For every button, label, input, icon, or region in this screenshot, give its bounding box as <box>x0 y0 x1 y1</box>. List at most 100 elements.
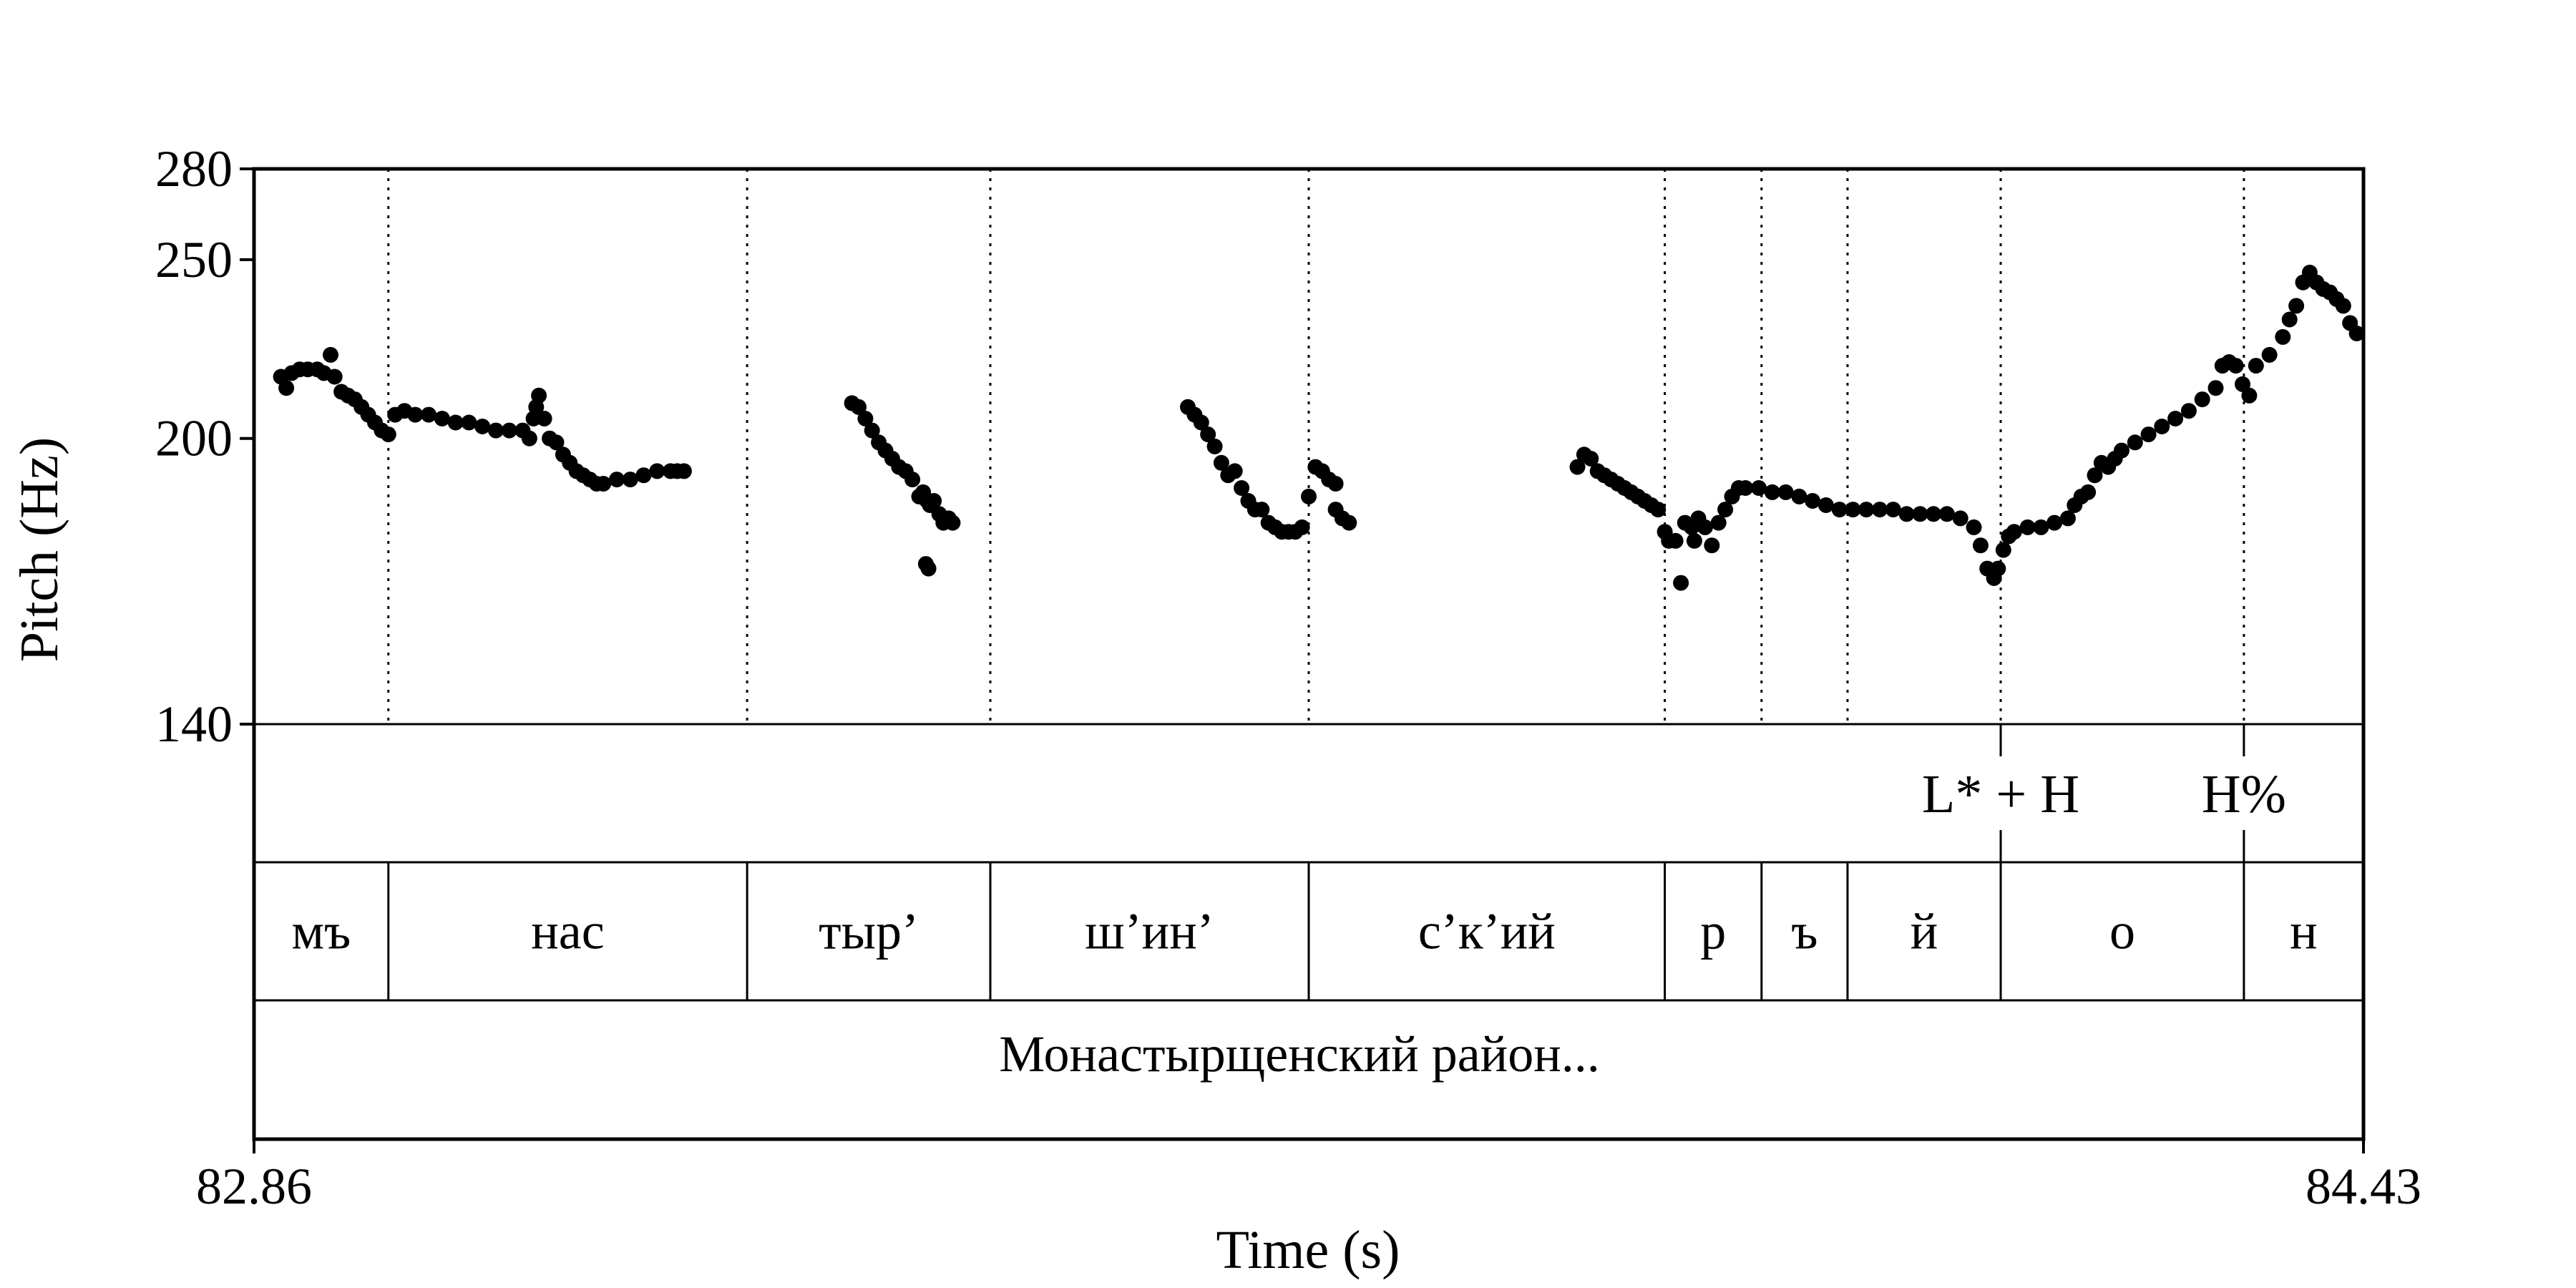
pitch-point <box>2006 524 2022 540</box>
x-tick-label-0: 82.86 <box>196 1158 312 1215</box>
pitch-point <box>531 387 547 404</box>
pitch-point <box>2235 376 2250 392</box>
pitch-point <box>1845 502 1861 518</box>
pitch-point <box>421 406 437 423</box>
plot-frame <box>252 167 2366 1141</box>
y-tick-label-250: 250 <box>155 231 233 288</box>
pitch-point <box>1952 510 1968 527</box>
pitch-point <box>1737 480 1754 496</box>
pitch-point <box>278 380 295 396</box>
pitch-point <box>2275 328 2291 345</box>
pitch-point <box>2033 519 2049 535</box>
y-tick-label-280: 280 <box>155 140 233 197</box>
pitch-point <box>1294 519 1310 535</box>
segment-label-7: й <box>1911 903 1938 960</box>
pitch-point <box>595 476 612 492</box>
segment-label-8: о <box>2109 903 2135 960</box>
segment-label-3: ш’ин’ <box>1085 903 1214 960</box>
pitch-point <box>1912 506 1928 522</box>
pitch-point <box>380 426 396 443</box>
segment-label-0: мъ <box>291 903 351 960</box>
pitch-point <box>1926 506 1942 522</box>
pitch-point <box>1764 484 1780 500</box>
pitch-point <box>2114 442 2129 459</box>
pitch-point <box>474 419 491 434</box>
pitch-point <box>945 514 961 531</box>
pitch-point <box>1213 454 1229 471</box>
pitch-point <box>864 422 880 439</box>
pitch-point <box>2248 358 2264 374</box>
segment-label-6: ъ <box>1791 903 1818 960</box>
boundary-lines <box>387 169 2245 1000</box>
pitch-point <box>1254 502 1270 518</box>
pitch-point <box>2241 387 2258 404</box>
pitch-point <box>2140 426 2157 443</box>
pitch-point <box>2348 326 2365 341</box>
y-tick-label-200: 200 <box>155 410 233 467</box>
pitch-point <box>1818 497 1834 513</box>
pitch-point <box>2207 380 2224 396</box>
x-tick-label-1: 84.43 <box>2306 1158 2421 1215</box>
pitch-point <box>1200 426 1216 443</box>
segment-label-2: тыр’ <box>819 903 919 960</box>
pitch-point <box>2194 391 2210 408</box>
pitch-point <box>1885 502 1901 518</box>
pitch-point <box>2046 514 2063 531</box>
pitch-point <box>1226 463 1243 479</box>
pitch-point <box>1872 502 1888 518</box>
pitch-point <box>2288 298 2305 314</box>
pitch-point <box>920 560 937 577</box>
pitch-point <box>1858 502 1875 518</box>
figure-frame <box>240 167 2366 1153</box>
pitch-point <box>461 414 477 431</box>
pitch-point <box>501 422 517 439</box>
pitch-point <box>1234 480 1250 496</box>
pitch-point <box>447 414 464 431</box>
pitch-point <box>1995 542 2011 558</box>
pitch-point <box>323 346 338 363</box>
pitch-point <box>1327 476 1344 492</box>
y-tick-label-140: 140 <box>155 696 233 753</box>
pitch-point <box>2154 419 2170 434</box>
pitch-point <box>635 467 652 484</box>
pitch-point <box>1341 514 1357 531</box>
pitch-point <box>2087 467 2103 484</box>
pitch-point <box>1990 560 2006 577</box>
tone-label-0: L* + H <box>1922 764 2079 824</box>
pitch-point <box>1206 438 1223 454</box>
pitch-point <box>434 411 450 426</box>
pitch-point <box>1704 537 1720 554</box>
pitch-point <box>2167 411 2184 426</box>
pitch-point <box>851 399 867 415</box>
pitch-point <box>926 493 942 509</box>
pitch-point <box>1938 506 1955 522</box>
pitch-point <box>1686 532 1702 549</box>
pitch-point <box>1831 502 1848 518</box>
pitch-point <box>2059 510 2076 527</box>
x-axis-title: Time (s) <box>1216 1220 1400 1280</box>
pitch-point <box>1717 502 1734 518</box>
pitch-point <box>1673 575 1689 591</box>
pitch-point <box>2080 484 2097 500</box>
pitch-point <box>1805 493 1821 509</box>
segment-label-4: с’к’ий <box>1418 903 1556 960</box>
pitch-point <box>1972 537 1989 554</box>
pitch-point <box>2180 403 2197 419</box>
pitch-point <box>649 463 665 479</box>
pitch-point <box>1966 519 1982 535</box>
phrase-label: Монастырщенский район... <box>999 1025 1599 1083</box>
pitch-point <box>521 430 537 447</box>
pitch-point <box>1193 414 1209 431</box>
pitch-point <box>326 369 343 385</box>
pitch-point <box>1667 532 1684 549</box>
pitch-points <box>273 264 2365 591</box>
pitch-point <box>1777 484 1794 500</box>
pitch-point <box>2261 346 2278 363</box>
pitch-point <box>1710 514 1727 531</box>
pitch-point <box>548 434 565 451</box>
tone-label-1: H% <box>2202 764 2286 824</box>
pitch-point <box>2335 298 2351 314</box>
pitch-point <box>2019 519 2036 535</box>
y-axis-title: Pitch (Hz) <box>9 437 69 662</box>
